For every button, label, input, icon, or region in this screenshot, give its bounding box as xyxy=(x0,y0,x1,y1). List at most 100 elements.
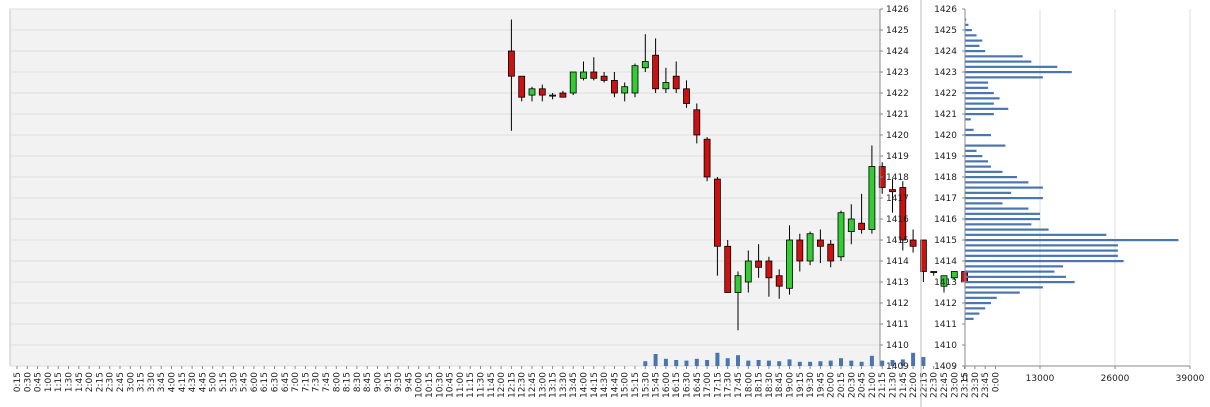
time-tick-label: 0:00 xyxy=(992,372,1002,392)
time-tick-label: 2:30 xyxy=(106,372,116,392)
candle-body xyxy=(796,239,804,262)
candle-body xyxy=(909,239,917,247)
profile-bar xyxy=(965,60,1032,63)
time-tick-label: 10:15 xyxy=(425,372,435,398)
time-tick-label: 6:30 xyxy=(271,372,281,392)
time-tick-label: 5:45 xyxy=(240,372,250,392)
time-tick-label: 16:15 xyxy=(672,372,682,398)
price-y-tick-label: 1414 xyxy=(886,257,909,267)
time-tick-label: 22:30 xyxy=(930,372,940,398)
time-tick-label: 21:30 xyxy=(889,372,899,398)
time-tick-label: 22:45 xyxy=(940,372,950,398)
profile-x-tick-label: 26000 xyxy=(1101,374,1130,384)
profile-bar xyxy=(965,170,1003,173)
profile-bar xyxy=(965,18,967,21)
volume-bar xyxy=(818,361,823,366)
price-y-tick-label: 1412 xyxy=(886,299,909,309)
profile-bar xyxy=(965,191,1012,194)
time-x-axis: 0:15 0:30 0:45 1:00 1:15 1:30 1:45 2:00 2:15 2:30… xyxy=(13,366,1002,398)
profile-bar xyxy=(965,160,989,163)
time-tick-label: 6:15 xyxy=(260,372,270,392)
volume-bar xyxy=(921,357,926,366)
time-tick-label: 9:30 xyxy=(394,372,404,392)
profile-bar xyxy=(965,181,1029,184)
profile-x-axis: 0 13000 26000 39000 xyxy=(962,365,1205,384)
time-tick-label: 11:15 xyxy=(466,372,476,398)
volume-bar xyxy=(694,358,699,366)
volume-profile-panel: 1409 1410 1411 1412 1413 1414 1415 1416 1417 1418… xyxy=(920,0,1205,407)
profile-bar xyxy=(965,23,969,26)
profile-bar xyxy=(965,218,1040,221)
profile-bar xyxy=(965,92,994,95)
price-y-tick-label: 1417 xyxy=(886,194,909,204)
candle-body xyxy=(703,138,711,178)
profile-bar xyxy=(965,233,1107,236)
candle-body xyxy=(569,71,577,94)
candle-body xyxy=(837,212,845,258)
volume-bar xyxy=(900,359,905,366)
profile-bar xyxy=(965,270,1055,273)
time-tick-label: 14:30 xyxy=(600,372,610,398)
price-y-axis: 1409 1410 1411 1412 1413 1414 1415 1416 1417 1418… xyxy=(879,5,909,372)
profile-bar xyxy=(965,44,980,47)
time-tick-label: 20:15 xyxy=(837,372,847,398)
profile-y-tick-label: 1419 xyxy=(934,152,957,162)
time-tick-label: 4:45 xyxy=(198,372,208,392)
volume-bar xyxy=(746,360,751,366)
time-tick-label: 10:45 xyxy=(446,372,456,398)
price-y-tick-label: 1421 xyxy=(886,110,909,120)
time-tick-label: 23:15 xyxy=(961,372,971,398)
price-y-tick-label: 1418 xyxy=(886,173,909,183)
time-tick-label: 4:00 xyxy=(168,372,178,392)
profile-bar xyxy=(965,291,1020,294)
volume-bar xyxy=(797,361,802,366)
profile-y-tick-label: 1412 xyxy=(934,299,957,309)
time-tick-label: 11:30 xyxy=(477,372,487,398)
profile-bars xyxy=(965,18,1179,320)
candle-body xyxy=(518,75,526,98)
candle-body xyxy=(611,80,618,94)
candle-body xyxy=(507,50,515,77)
profile-bar xyxy=(965,55,1023,58)
time-tick-label: 8:30 xyxy=(353,372,363,392)
candle-body xyxy=(755,260,762,268)
profile-bar xyxy=(965,239,1179,242)
profile-bar xyxy=(965,202,1003,205)
volume-bar xyxy=(869,355,874,366)
time-tick-label: 19:30 xyxy=(806,372,816,398)
time-tick-label: 7:30 xyxy=(312,372,322,392)
time-tick-label: 6:45 xyxy=(281,372,291,392)
time-tick-label: 2:45 xyxy=(116,372,126,392)
volume-bar xyxy=(736,355,740,366)
profile-bar xyxy=(965,176,1017,179)
candle-body xyxy=(858,222,865,230)
time-tick-label: 3:45 xyxy=(157,372,167,392)
profile-bar xyxy=(965,275,1066,278)
time-tick-label: 10:00 xyxy=(415,372,425,398)
time-tick-label: 18:30 xyxy=(765,372,775,398)
profile-x-tick-label: 0 xyxy=(962,374,968,384)
candle-body xyxy=(744,260,752,283)
profile-bar xyxy=(965,86,989,89)
profile-bar xyxy=(965,254,1118,257)
time-tick-label: 23:30 xyxy=(971,372,981,398)
candle-body xyxy=(827,243,835,262)
price-y-tick-label: 1416 xyxy=(886,215,909,225)
volume-bar xyxy=(828,360,833,366)
time-tick-label: 18:15 xyxy=(755,372,765,398)
volume-bar xyxy=(756,360,761,366)
candle-body xyxy=(600,75,608,81)
time-tick-label: 21:15 xyxy=(878,372,888,398)
time-tick-label: 16:30 xyxy=(683,372,693,398)
profile-bar xyxy=(965,39,983,42)
time-tick-label: 20:45 xyxy=(858,372,868,398)
time-tick-label: 14:45 xyxy=(610,372,620,398)
profile-bar xyxy=(965,102,994,105)
time-tick-label: 23:00 xyxy=(950,372,960,398)
candle-body xyxy=(930,271,938,273)
time-tick-label: 17:00 xyxy=(703,372,713,398)
time-tick-label: 1:15 xyxy=(54,372,64,392)
candle-body xyxy=(549,94,556,97)
candle-body xyxy=(580,71,587,79)
profile-bar xyxy=(965,281,1075,284)
